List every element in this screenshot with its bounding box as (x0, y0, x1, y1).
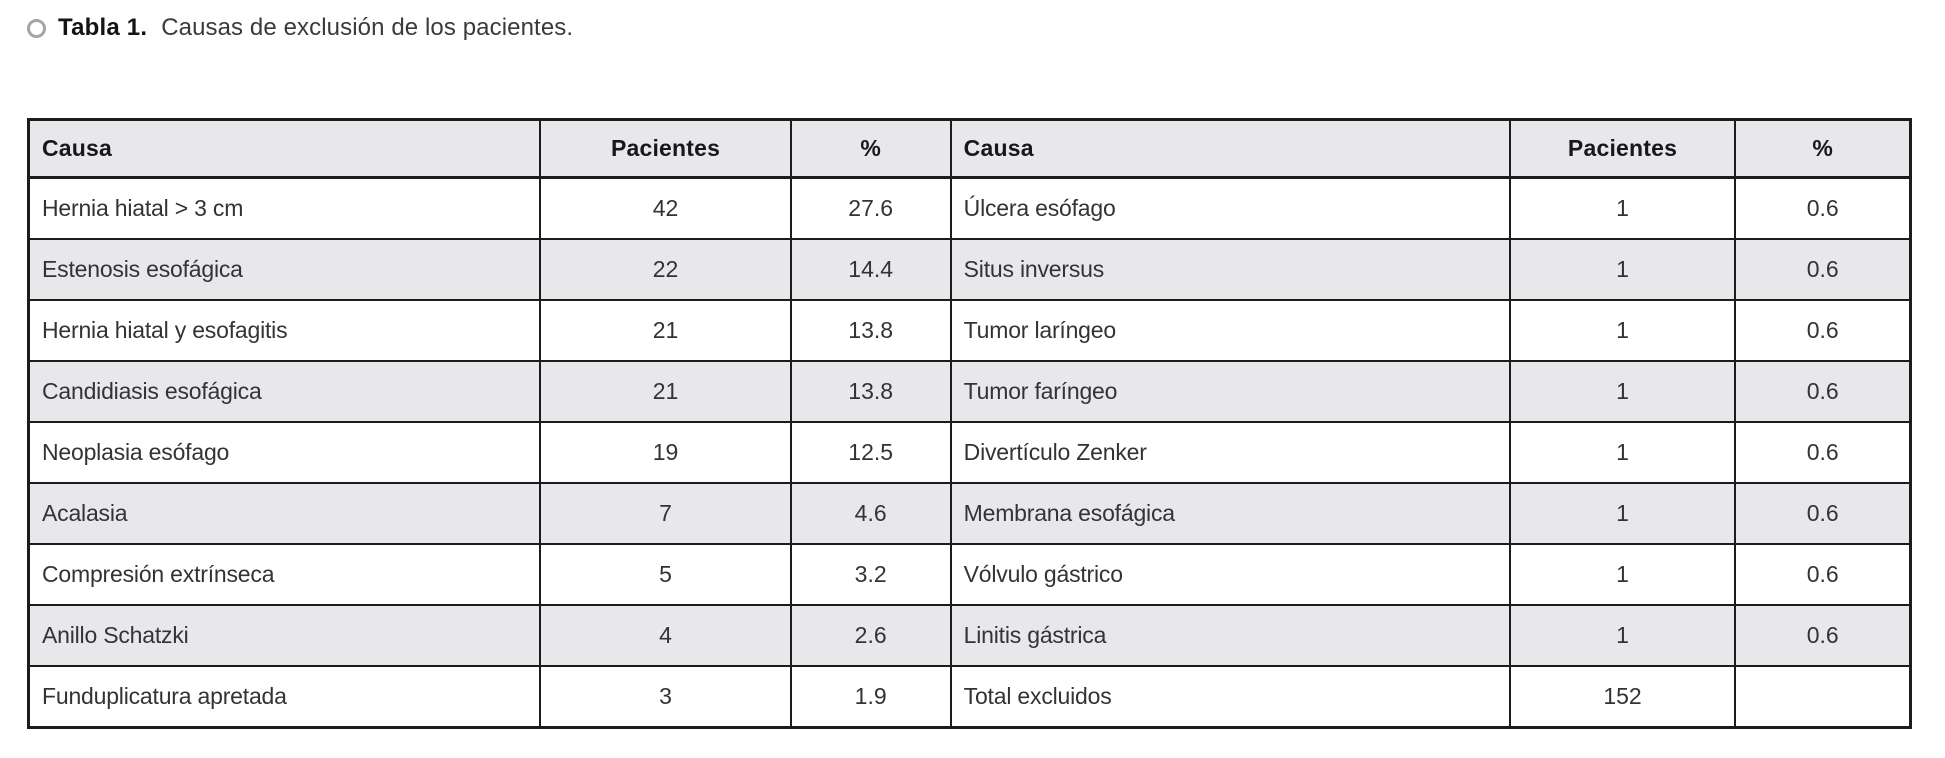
percent-cell: 0.6 (1734, 604, 1912, 667)
causa-cell: Membrana esofágica (949, 482, 1511, 545)
pacientes-cell: 5 (539, 543, 792, 606)
causa-cell: Tumor faríngeo (949, 360, 1511, 423)
pacientes-cell: 3 (539, 665, 792, 729)
pacientes-cell: 22 (539, 238, 792, 301)
causa-cell: Hernia hiatal > 3 cm (27, 176, 542, 240)
percent-cell: 0.6 (1734, 238, 1912, 301)
causa-cell: Estenosis esofágica (27, 238, 542, 301)
pacientes-cell: 1 (1508, 604, 1737, 667)
causa-cell: Situs inversus (949, 238, 1511, 301)
pacientes-cell: 4 (539, 604, 792, 667)
header-pacientes-right: Pacientes (1508, 118, 1737, 179)
table-row: Anillo Schatzki 4 2.6 Linitis gástrica 1 0.6 (27, 604, 1912, 667)
header-row: Causa Pacientes % Causa Pacientes % (27, 118, 1912, 179)
table-header: Causa Pacientes % Causa Pacientes % (27, 118, 1912, 179)
causa-cell: Compresión extrínseca (27, 543, 542, 606)
percent-cell: 4.6 (789, 482, 952, 545)
pacientes-cell: 1 (1508, 421, 1737, 484)
causa-cell: Linitis gástrica (949, 604, 1511, 667)
table-caption: Tabla 1. Causas de exclusión de los paci… (27, 14, 573, 42)
causa-cell: Acalasia (27, 482, 542, 545)
exclusion-table: Causa Pacientes % Causa Pacientes % Hern… (27, 118, 1912, 729)
causa-cell: Tumor laríngeo (949, 299, 1511, 362)
table-body: Hernia hiatal > 3 cm 42 27.6 Úlcera esófago… (27, 176, 1912, 729)
percent-cell (1734, 665, 1912, 729)
pacientes-cell: 1 (1508, 176, 1737, 240)
percent-cell: 3.2 (789, 543, 952, 606)
pacientes-cell: 21 (539, 360, 792, 423)
header-causa-right: Causa (949, 118, 1511, 179)
percent-cell: 2.6 (789, 604, 952, 667)
pacientes-cell: 1 (1508, 299, 1737, 362)
causa-cell: Úlcera esófago (949, 176, 1511, 240)
percent-cell: 1.9 (789, 665, 952, 729)
header-pacientes-left: Pacientes (539, 118, 792, 179)
caption-text: Causas de exclusión de los pacientes. (161, 14, 574, 41)
percent-cell: 12.5 (789, 421, 952, 484)
percent-cell: 27.6 (789, 176, 952, 240)
pacientes-cell: 1 (1508, 482, 1737, 545)
pacientes-cell: 42 (539, 176, 792, 240)
table-row: Funduplicatura apretada 3 1.9 Total excluid… (27, 665, 1912, 729)
percent-cell: 0.6 (1734, 176, 1912, 240)
percent-cell: 0.6 (1734, 299, 1912, 362)
causa-cell: Funduplicatura apretada (27, 665, 542, 729)
caption-prefix: Tabla 1. (58, 14, 148, 41)
causa-cell: Divertículo Zenker (949, 421, 1511, 484)
pacientes-cell: 21 (539, 299, 792, 362)
exclusion-table-container: Causa Pacientes % Causa Pacientes % Hern… (27, 118, 1912, 729)
table-row: Estenosis esofágica 22 14.4 Situs inversus 1… (27, 238, 1912, 301)
percent-cell: 0.6 (1734, 482, 1912, 545)
percent-cell: 13.8 (789, 360, 952, 423)
causa-cell: Hernia hiatal y esofagitis (27, 299, 542, 362)
percent-cell: 0.6 (1734, 421, 1912, 484)
percent-cell: 0.6 (1734, 360, 1912, 423)
pacientes-cell: 152 (1508, 665, 1737, 729)
header-percent-right: % (1734, 118, 1912, 179)
pacientes-cell: 1 (1508, 238, 1737, 301)
pacientes-cell: 1 (1508, 360, 1737, 423)
pacientes-cell: 7 (539, 482, 792, 545)
percent-cell: 0.6 (1734, 543, 1912, 606)
causa-cell: Anillo Schatzki (27, 604, 542, 667)
table-row: Compresión extrínseca 5 3.2 Vólvulo gástric… (27, 543, 1912, 606)
causa-cell: Neoplasia esófago (27, 421, 542, 484)
table-row: Candidiasis esofágica 21 13.8 Tumor farínge… (27, 360, 1912, 423)
table-row: Hernia hiatal > 3 cm 42 27.6 Úlcera esófago… (27, 176, 1912, 240)
table-row: Hernia hiatal y esofagitis 21 13.8 Tumor la… (27, 299, 1912, 362)
header-causa-left: Causa (27, 118, 542, 179)
pacientes-cell: 1 (1508, 543, 1737, 606)
header-percent-left: % (789, 118, 952, 179)
causa-cell: Vólvulo gástrico (949, 543, 1511, 606)
percent-cell: 13.8 (789, 299, 952, 362)
percent-cell: 14.4 (789, 238, 952, 301)
causa-cell: Candidiasis esofágica (27, 360, 542, 423)
table-row: Acalasia 7 4.6 Membrana esofágica 1 0.6 (27, 482, 1912, 545)
pacientes-cell: 19 (539, 421, 792, 484)
table-row: Neoplasia esófago 19 12.5 Divertículo Zenke… (27, 421, 1912, 484)
causa-cell: Total excluidos (949, 665, 1511, 729)
circle-outline-icon (27, 18, 46, 38)
